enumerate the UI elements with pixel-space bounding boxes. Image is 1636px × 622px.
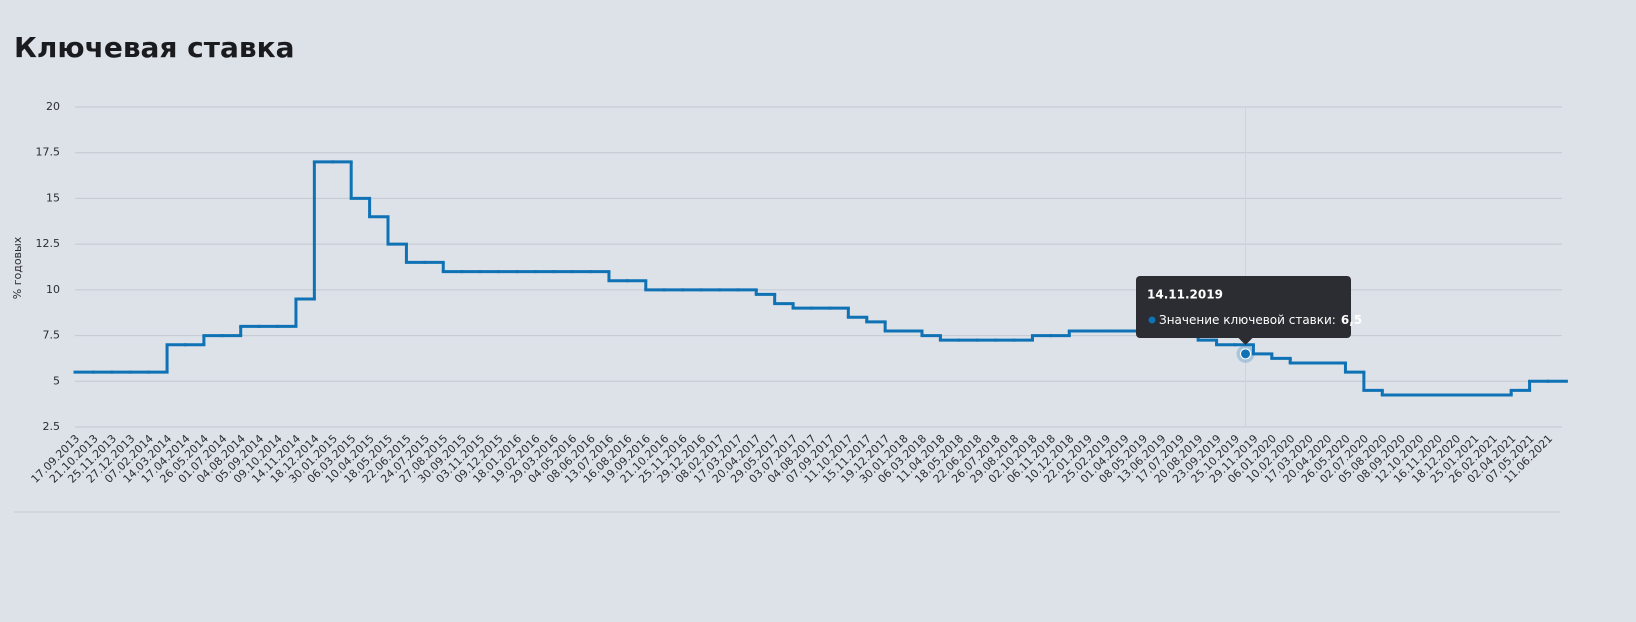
y-tick-label: 20: [46, 100, 60, 113]
y-tick-label: 15: [46, 191, 60, 204]
tooltip-dot: [1148, 316, 1156, 324]
y-tick-label: 7.5: [43, 329, 61, 342]
tooltip-box: [1136, 276, 1351, 338]
chart-title: Ключевая ставка: [14, 31, 295, 64]
tooltip-value: 6,5: [1341, 313, 1362, 327]
y-tick-label: 17.5: [36, 146, 61, 159]
tooltip-label: Значение ключевой ставки: 6,5: [1159, 313, 1362, 327]
tooltip-date: 14.11.2019: [1147, 288, 1223, 302]
y-tick-label: 2.5: [43, 420, 61, 433]
y-tick-label: 5: [53, 374, 60, 387]
y-tick-label: 12.5: [36, 237, 61, 250]
tooltip-label-text: Значение ключевой ставки:: [1159, 313, 1336, 327]
hover-point: [1240, 348, 1252, 360]
tooltip-pointer: [1238, 338, 1253, 345]
y-tick-label: 10: [46, 283, 60, 296]
y-axis-label: % годовых: [11, 236, 24, 299]
